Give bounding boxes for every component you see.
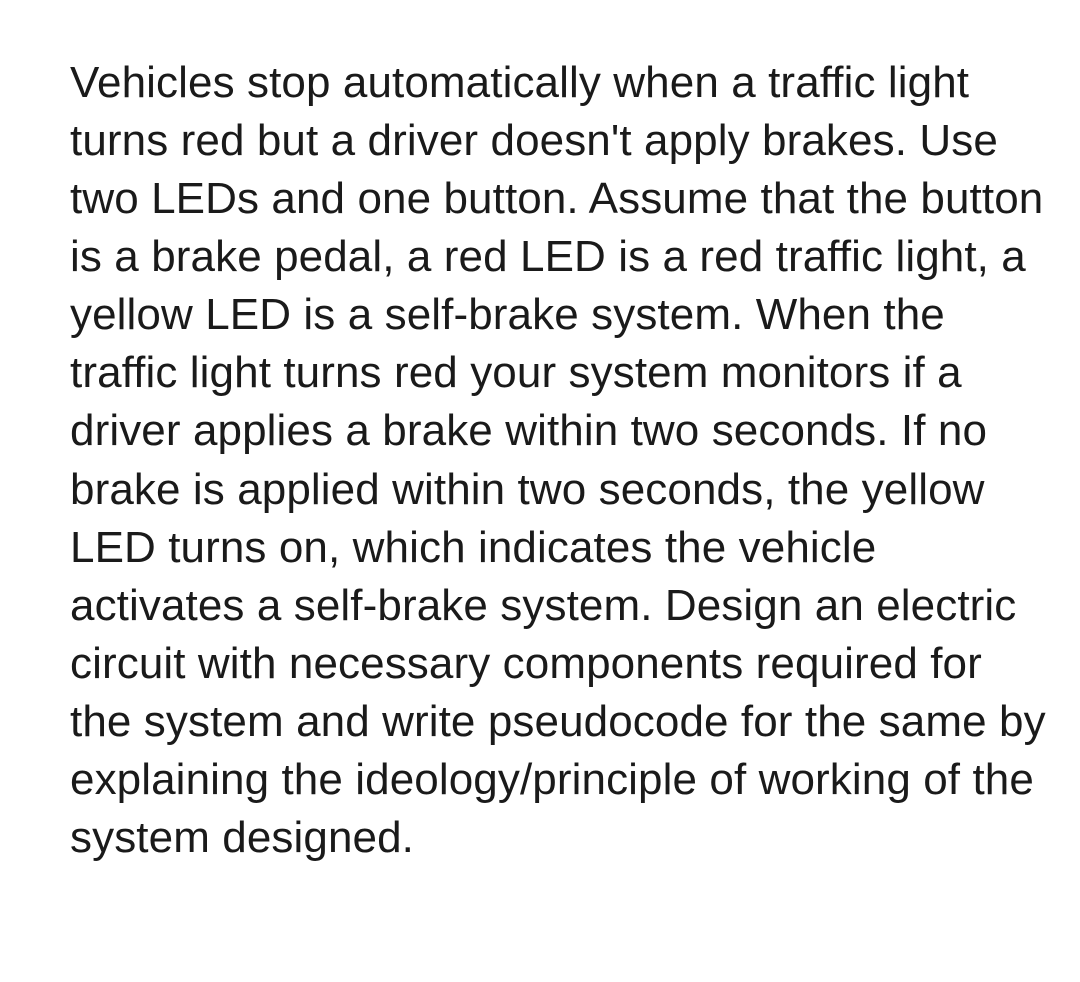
document-page: Vehicles stop automatically when a traff… xyxy=(0,0,1080,982)
question-paragraph: Vehicles stop automatically when a traff… xyxy=(70,54,1050,867)
